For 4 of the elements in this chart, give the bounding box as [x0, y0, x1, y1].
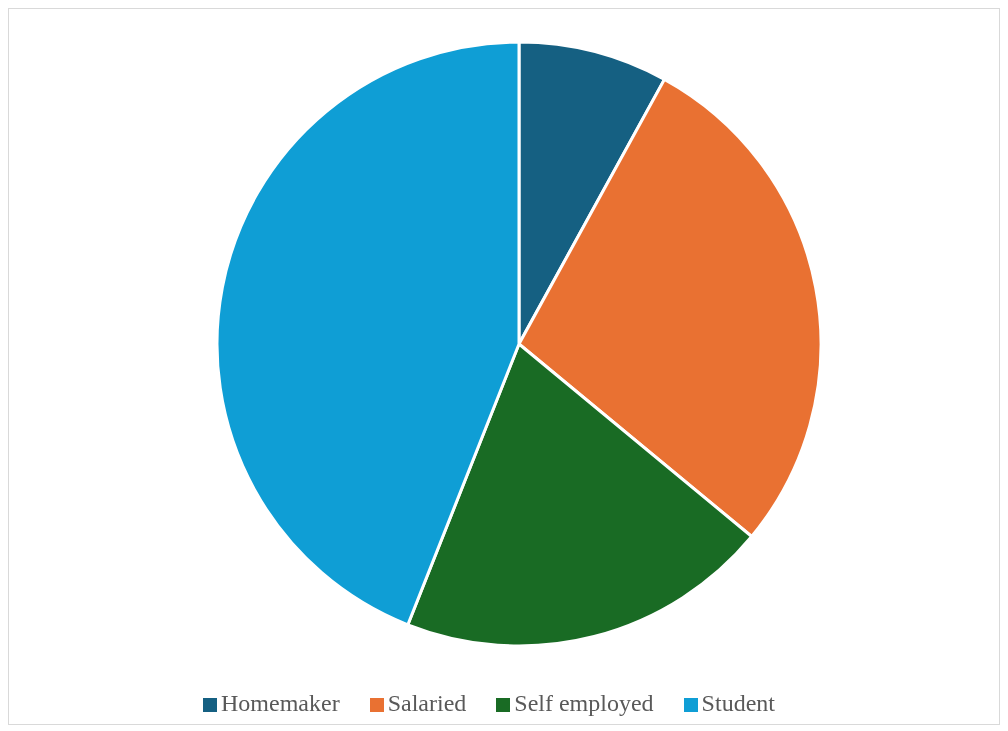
legend-label: Self employed: [514, 690, 654, 716]
legend-label: Homemaker: [221, 690, 340, 716]
legend-label: Salaried: [387, 690, 467, 716]
legend-label: Student: [701, 690, 775, 716]
